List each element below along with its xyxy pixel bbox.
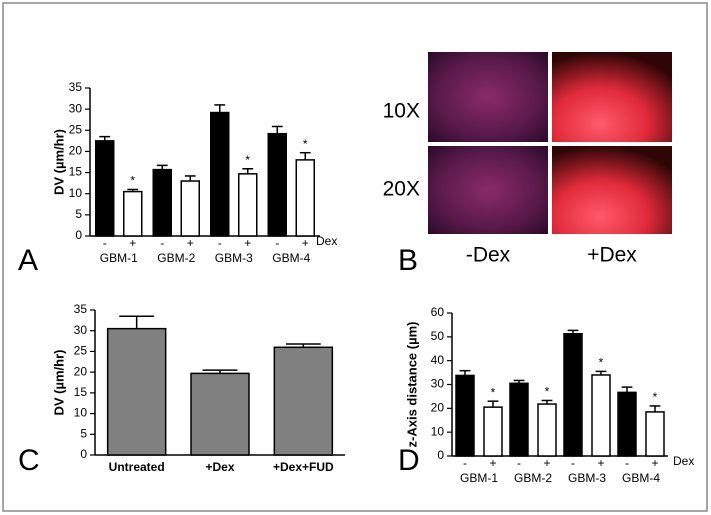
micrograph [428,146,548,234]
x-axis-label: Dex [316,234,337,248]
condition-label: + [129,236,136,250]
bar [152,168,172,237]
bar [483,406,503,457]
condition-label: - [218,236,222,250]
condition-label: - [103,236,107,250]
condition-label: + [302,236,309,250]
bar [591,374,611,457]
x-tick-label: GBM-4 [622,471,660,485]
significance-mark: * [491,385,496,399]
bar [238,173,258,237]
significance-mark: * [653,390,658,404]
x-tick-label: +Dex [205,460,234,474]
y-tick-label: 30 [69,101,83,115]
condition-label: - [625,456,629,470]
bar [210,111,230,237]
y-tick-label: 20 [69,144,83,158]
x-tick-label: GBM-3 [568,471,606,485]
x-tick-label: GBM-2 [514,471,552,485]
y-tick-label: 30 [74,323,88,337]
significance-mark: * [545,385,550,399]
condition-label: + [489,456,496,470]
row-label: 20X [383,178,420,201]
y-tick-label: 10 [69,186,83,200]
micrograph [428,52,548,142]
bar [455,374,475,457]
x-tick-label: GBM-1 [100,251,138,265]
bar [190,372,250,456]
condition-label: - [275,236,279,250]
bar [509,382,529,457]
bar [123,190,143,237]
significance-mark: * [599,356,604,370]
x-axis-label: Dex [673,454,694,468]
y-tick-label: 35 [74,302,88,316]
bar [563,332,583,457]
y-tick-label: 10 [74,406,88,420]
bar [537,403,557,457]
image-panel: 10X 20X -Dex +Dex B [383,52,672,277]
significance-mark: * [245,153,250,167]
significance-mark: * [130,174,135,188]
y-tick-label: 15 [74,385,88,399]
bar [95,140,115,237]
x-tick-label: GBM-4 [272,251,310,265]
x-tick-label: Untreated [109,460,165,474]
y-tick-label: 35 [69,80,83,94]
y-tick-label: 20 [74,364,88,378]
condition-label: + [651,456,658,470]
bar [267,132,287,237]
bar [273,346,334,456]
y-axis-label: z-Axis distance (µm) [404,322,419,448]
x-tick-label: GBM-2 [157,251,195,265]
y-tick-label: 0 [75,228,82,242]
y-tick-label: 0 [80,447,87,461]
bar [106,327,167,456]
column-label: -Dex [466,244,511,267]
bar [180,180,200,237]
y-axis-label: DV (µm/hr) [51,129,66,195]
condition-label: + [543,456,550,470]
y-axis-label: DV (µm/hr) [51,350,66,416]
panel-letter: B [398,244,418,277]
condition-label: + [187,236,194,250]
y-tick-label: 5 [80,426,87,440]
y-tick-label: 25 [69,122,83,136]
y-tick-label: 0 [437,448,444,462]
y-tick-label: 60 [431,305,445,319]
column-label: +Dex [587,244,637,267]
x-tick-label: GBM-1 [460,471,498,485]
bar [295,159,315,237]
y-tick-label: 20 [431,401,445,415]
condition-label: + [244,236,251,250]
y-tick-label: 30 [431,377,445,391]
y-tick-label: 50 [431,329,445,343]
condition-label: - [160,236,164,250]
condition-label: - [463,456,467,470]
condition-label: - [517,456,521,470]
panel-letter: A [18,244,38,277]
x-tick-label: +Dex+FUD [273,460,334,474]
bar [645,411,665,457]
micrograph [552,52,672,142]
y-tick-label: 10 [431,424,445,438]
micrograph [552,146,672,234]
panel-letter: D [398,444,420,477]
row-label: 10X [383,100,420,123]
y-tick-label: 15 [69,165,83,179]
condition-label: + [597,456,604,470]
x-tick-label: GBM-3 [215,251,253,265]
bar [617,391,637,457]
condition-label: - [571,456,575,470]
y-tick-label: 25 [74,344,88,358]
panel-letter: C [18,444,40,477]
y-tick-label: 40 [431,353,445,367]
significance-mark: * [303,137,308,151]
y-tick-label: 5 [75,207,82,221]
